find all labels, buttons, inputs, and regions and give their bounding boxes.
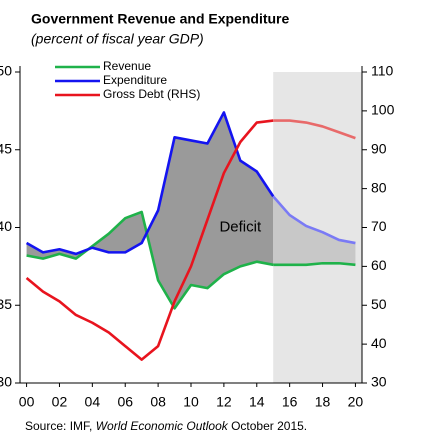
y-tick-label: 35 — [0, 296, 12, 312]
y2-tick-label: 90 — [371, 140, 387, 156]
y2-tick-label: 100 — [371, 102, 395, 118]
plot: 30 35 40 45 50 30 40 50 60 70 80 90 100 110 00 02 04 06 08… — [0, 59, 395, 410]
annotation: Deficit — [219, 218, 262, 235]
x-tick-label: 18 — [315, 394, 331, 410]
legend-label: Expenditure — [103, 73, 167, 87]
x-tick-label: 10 — [183, 394, 199, 410]
chart-subtitle: (percent of fiscal year GDP) — [31, 31, 204, 47]
x-tick-label: 16 — [282, 394, 298, 410]
y-tick-label: 40 — [0, 218, 12, 234]
series-projection-line — [272, 195, 356, 245]
source-prefix: Source: IMF, — [25, 419, 92, 433]
x-tick-label: 00 — [19, 394, 35, 410]
legend-label: Gross Debt (RHS) — [103, 87, 200, 101]
source-publication: World Economic Outlook — [96, 419, 229, 433]
x-tick-label: 12 — [216, 394, 232, 410]
legend-label: Revenue — [103, 59, 151, 73]
y2-tick-label: 70 — [371, 218, 387, 234]
y2-tick-label: 40 — [371, 335, 387, 351]
series-line — [25, 119, 274, 361]
source: Source: IMF, World Economic Outlook Octo… — [25, 419, 307, 433]
chart-title: Government Revenue and Expenditure — [31, 11, 289, 27]
y2-tick-label: 60 — [371, 257, 387, 273]
deficit-area — [273, 196, 356, 265]
y-tick-label: 45 — [0, 140, 12, 156]
series-line — [26, 210, 274, 310]
y2-tick-label: 80 — [371, 179, 387, 195]
y2-tick-label: 30 — [371, 374, 387, 390]
y2-tick-label: 50 — [371, 296, 387, 312]
x-tick-label: 20 — [348, 394, 364, 410]
x-tick-label: 08 — [150, 394, 166, 410]
series-line — [25, 111, 275, 256]
y-tick-label: 30 — [0, 374, 12, 390]
source-suffix: October 2015. — [231, 419, 307, 433]
y2-tick-label: 110 — [371, 63, 394, 79]
y-tick-label: 50 — [0, 63, 12, 79]
x-tick-label: 02 — [52, 394, 68, 410]
x-tick-label: 04 — [85, 394, 101, 410]
deficit-area — [26, 112, 274, 309]
series-projection-line — [273, 119, 356, 140]
x-tick-label: 06 — [117, 394, 133, 410]
series-projection-line — [273, 261, 356, 267]
x-tick-label: 14 — [249, 394, 265, 410]
